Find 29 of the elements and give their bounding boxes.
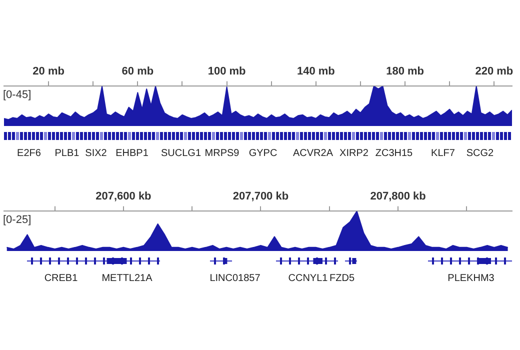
text: MRPS9 <box>204 148 240 159</box>
text: EHBP1 <box>116 148 148 159</box>
text: GYPC <box>248 148 278 159</box>
text: CREB1 <box>44 273 78 284</box>
x-tick-label: 100 mb <box>208 66 246 78</box>
annotation: [0-45] <box>3 89 32 102</box>
text: E2F6 <box>17 148 41 159</box>
x-tick-label: 60 mb <box>122 66 154 78</box>
text: FZD5 <box>330 273 354 284</box>
text: METTL21A <box>102 273 152 284</box>
text: SUCLG1 <box>160 148 202 159</box>
x-tick-label: 207,600 kb <box>96 190 152 203</box>
x-tick-label: 207,700 kb <box>232 190 289 203</box>
text: XIRP2 <box>340 148 368 159</box>
text: PLB1 <box>54 148 80 159</box>
text: SCG2 <box>466 148 494 159</box>
text: LINC01857 <box>210 273 260 284</box>
text: ZC3H15 <box>375 148 413 159</box>
text: SIX2 <box>85 148 107 159</box>
x-tick-label: 207,800 kb <box>370 190 426 203</box>
x-tick-label: 140 mb <box>296 66 336 78</box>
text: CCNYL1 <box>288 273 328 284</box>
text: PLEKHM3 <box>448 273 494 284</box>
x-tick-label: 220 mb <box>475 66 514 78</box>
x-tick-label: 20 mb <box>32 66 65 78</box>
x-tick-label: 180 mb <box>386 66 424 78</box>
annotation: [0-25] <box>3 214 32 226</box>
text: ACVR2A <box>292 148 334 159</box>
text: KLF7 <box>431 148 455 159</box>
